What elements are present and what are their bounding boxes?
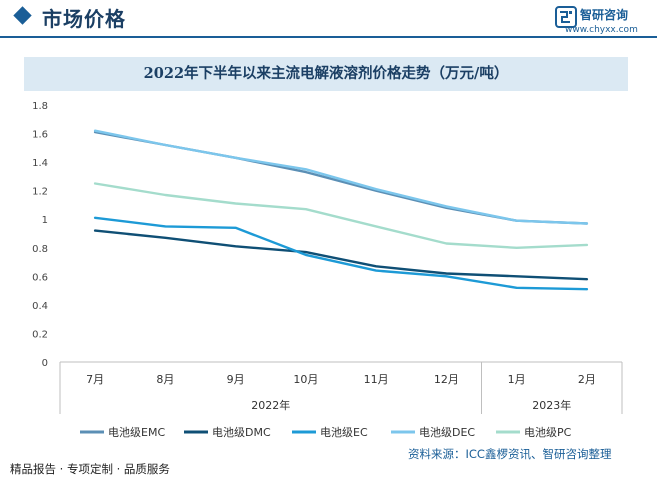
y-tick-label: 0.8 (32, 244, 48, 255)
y-tick-label: 1.8 (32, 101, 48, 112)
y-tick-label: 0.2 (32, 329, 48, 340)
legend-label: 电池级EC (320, 426, 368, 439)
y-tick-label: 0.4 (32, 301, 48, 312)
logo-icon (555, 6, 577, 28)
logo-name: 智研咨询 (580, 8, 629, 22)
series-line (93, 229, 589, 281)
legend-label: 电池级PC (524, 426, 572, 439)
data-point (305, 168, 307, 171)
x-group-label: 2022年 (251, 398, 290, 412)
data-point (234, 202, 237, 205)
series-line (93, 216, 589, 291)
y-tick-label: 1.2 (32, 187, 48, 198)
data-point (94, 229, 96, 232)
logo-url: www.chyxx.com (565, 25, 638, 35)
data-point (375, 265, 377, 268)
data-point (375, 188, 377, 191)
y-tick-label: 0 (42, 358, 48, 369)
series-line (93, 129, 589, 225)
y-tick-label: 0.6 (32, 272, 48, 283)
data-point (445, 242, 448, 245)
data-point (305, 254, 307, 256)
y-tick-label: 1.4 (32, 158, 48, 169)
data-point (234, 157, 237, 159)
x-tick-label: 7月 (86, 373, 104, 386)
data-point (305, 208, 307, 211)
source-note: 资料来源：ICC鑫椤资讯、智研咨询整理 (408, 447, 612, 461)
data-point (305, 171, 307, 173)
y-tick-label: 1 (42, 215, 48, 226)
data-point (375, 225, 377, 228)
data-point (445, 205, 448, 208)
y-tick-label: 1.6 (32, 130, 48, 141)
header-divider (0, 36, 657, 38)
data-point (94, 182, 96, 185)
x-tick-label: 11月 (364, 373, 389, 386)
x-tick-label: 2月 (578, 373, 596, 386)
footer-tagline: 精品报告 · 专项定制 · 品质服务 (10, 462, 170, 476)
chart-title: 2022年下半年以来主流电解液溶剂价格走势（万元/吨） (143, 65, 509, 82)
data-point (164, 144, 167, 146)
data-point (445, 275, 448, 278)
x-tick-label: 10月 (293, 373, 318, 386)
data-point (515, 219, 518, 222)
data-point (375, 269, 377, 272)
data-point (234, 226, 237, 229)
chart-title-bar: 2022年下半年以来主流电解液溶剂价格走势（万元/吨） (24, 57, 628, 91)
data-point (164, 194, 167, 196)
x-tick-label: 12月 (434, 373, 459, 386)
data-point (586, 244, 588, 246)
data-point (586, 278, 588, 280)
data-point (164, 236, 167, 239)
data-point (515, 246, 518, 249)
data-point (515, 275, 518, 278)
legend-label: 电池级DMC (212, 426, 271, 439)
series-line (93, 182, 589, 250)
data-point (94, 216, 96, 219)
x-tick-label: 1月 (508, 373, 526, 386)
data-point (586, 222, 588, 225)
header: 市场价格 智研咨询 www.chyxx.com (0, 0, 657, 40)
data-point (586, 288, 588, 290)
x-group-label: 2023年 (532, 398, 571, 412)
data-point (234, 245, 237, 248)
x-tick-label: 9月 (227, 373, 245, 386)
page-title: 市场价格 (42, 7, 126, 31)
x-tick-label: 8月 (156, 373, 174, 386)
data-point (305, 251, 307, 253)
legend-label: 电池级EMC (108, 426, 165, 439)
data-point (515, 286, 518, 289)
legend-label: 电池级DEC (419, 426, 475, 439)
data-point (164, 225, 167, 228)
data-point (94, 129, 96, 132)
data-point (445, 272, 448, 275)
